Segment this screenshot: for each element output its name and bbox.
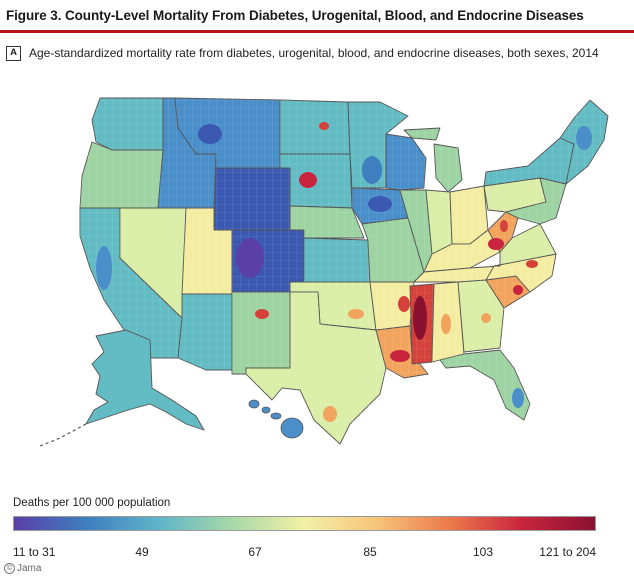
hotspot-new-mexico xyxy=(255,309,269,319)
alaska-aleutians xyxy=(39,423,87,447)
hotspot-louisiana xyxy=(390,350,410,362)
state-alaska xyxy=(85,329,205,431)
legend-tick: 85 xyxy=(363,545,377,559)
hotspot-north-dakota xyxy=(319,122,329,130)
title-rule xyxy=(0,30,634,33)
legend: Deaths per 100 000 population 11 to 31 4… xyxy=(0,494,634,576)
panel-caption: Age-standardized mortality rate from dia… xyxy=(29,46,599,60)
hotspot-arkansas xyxy=(398,296,410,312)
legend-tick: 121 to 204 xyxy=(539,545,596,559)
panel-header: A Age-standardized mortality rate from d… xyxy=(6,44,628,62)
lowspot-iowa xyxy=(368,196,392,212)
legend-color-bar xyxy=(13,516,596,531)
lowspot-colorado xyxy=(236,238,264,278)
lowspot-minnesota xyxy=(362,156,382,184)
hotspot-appalachia xyxy=(488,238,504,250)
hotspot-south-dakota xyxy=(299,172,317,188)
hotspot-mississippi-delta xyxy=(413,296,427,340)
credit-text: Jama xyxy=(17,563,42,574)
credit: © Jama xyxy=(4,563,41,574)
lowspot-new-england xyxy=(576,126,592,150)
lowspot-florida xyxy=(512,388,524,408)
hotspot-texas-border xyxy=(323,406,337,422)
hotspot-south-carolina xyxy=(513,285,523,295)
legend-tick: 67 xyxy=(248,545,262,559)
panel-label: A xyxy=(6,45,21,61)
hotspot-georgia xyxy=(481,313,491,323)
legend-tick: 11 to 31 xyxy=(13,545,56,559)
us-county-map xyxy=(39,97,610,448)
copyright-icon: © xyxy=(4,563,15,574)
lowspot-california-coast xyxy=(96,246,112,290)
legend-tick: 103 xyxy=(472,545,494,559)
mortality-hotspots xyxy=(96,122,592,422)
hotspot-oklahoma xyxy=(348,309,364,319)
lowspot-montana xyxy=(198,124,222,144)
county-texture xyxy=(80,98,610,448)
hotspot-north-carolina xyxy=(526,260,538,268)
legend-title: Deaths per 100 000 population xyxy=(13,497,171,509)
figure-title: Figure 3. County-Level Mortality From Di… xyxy=(6,8,584,23)
map-area xyxy=(0,68,634,488)
legend-tick: 49 xyxy=(135,545,149,559)
hotspot-west-virginia xyxy=(500,220,508,232)
hotspot-alabama xyxy=(441,314,451,334)
state-hawaii xyxy=(248,399,304,439)
